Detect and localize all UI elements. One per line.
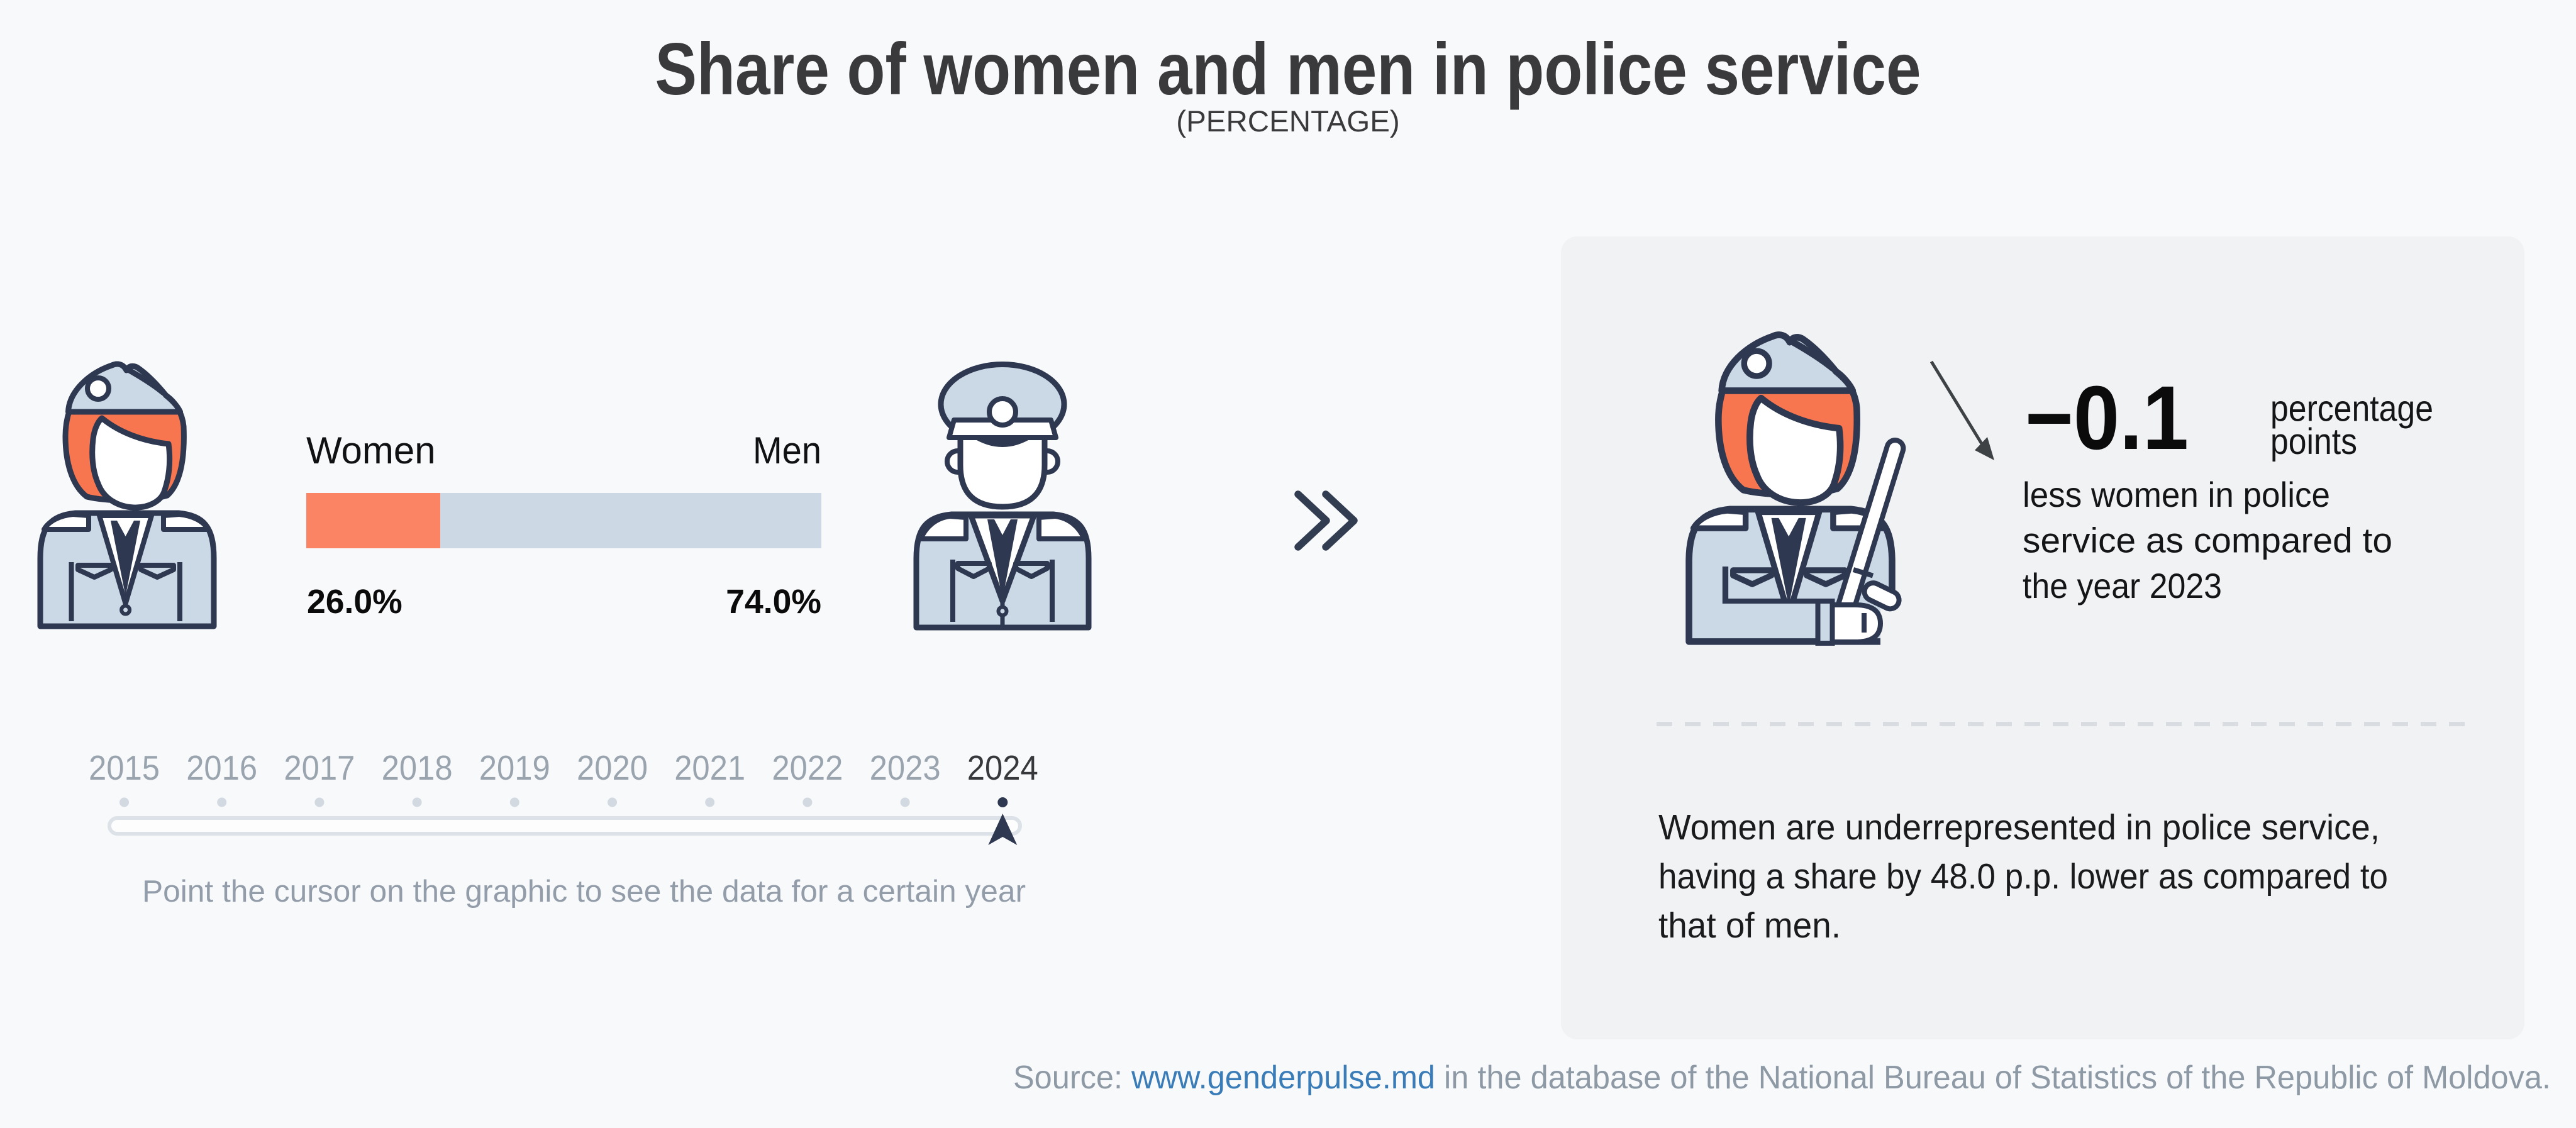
svg-text:points: points	[2270, 421, 2357, 462]
svg-text:2023: 2023	[870, 748, 941, 787]
svg-text:2019: 2019	[479, 748, 550, 787]
svg-text:percentage: percentage	[2270, 389, 2433, 429]
svg-text:service as compared to: service as compared to	[2023, 521, 2392, 560]
svg-text:2018: 2018	[382, 748, 453, 787]
svg-text:2016: 2016	[186, 748, 257, 787]
svg-text:Source:: Source:	[1013, 1059, 1131, 1096]
svg-text:having a share by 48.0 p.p. lo: having a share by 48.0 p.p. lower as com…	[1658, 856, 2388, 897]
svg-text:2015: 2015	[89, 748, 160, 787]
svg-text:less women in police: less women in police	[2023, 475, 2330, 514]
svg-text:Share of women and men in poli: Share of women and men in police service	[655, 28, 1921, 110]
svg-text:Women: Women	[306, 429, 436, 472]
svg-text:2022: 2022	[772, 748, 843, 787]
svg-text:2021: 2021	[674, 748, 745, 787]
svg-text:that of men.: that of men.	[1658, 905, 1841, 946]
svg-text:Women are underrepresented in: Women are underrepresented in police ser…	[1658, 807, 2380, 848]
svg-text:74.0%: 74.0%	[726, 583, 821, 621]
svg-text:2020: 2020	[577, 748, 648, 787]
svg-text:in the database of the Nationa: in the database of the National Bureau o…	[1435, 1059, 2551, 1096]
svg-text:2024: 2024	[967, 748, 1038, 787]
svg-text:2017: 2017	[284, 748, 355, 787]
svg-text:the year 2023: the year 2023	[2023, 566, 2222, 605]
svg-text:26.0%: 26.0%	[307, 583, 402, 621]
svg-text:(PERCENTAGE): (PERCENTAGE)	[1176, 105, 1399, 138]
svg-text:Men: Men	[753, 429, 821, 472]
svg-text:Point the cursor on the graphi: Point the cursor on the graphic to see t…	[142, 874, 1026, 909]
svg-text:−0.1: −0.1	[2025, 367, 2189, 468]
svg-text:www.genderpulse.md: www.genderpulse.md	[1131, 1059, 1435, 1096]
